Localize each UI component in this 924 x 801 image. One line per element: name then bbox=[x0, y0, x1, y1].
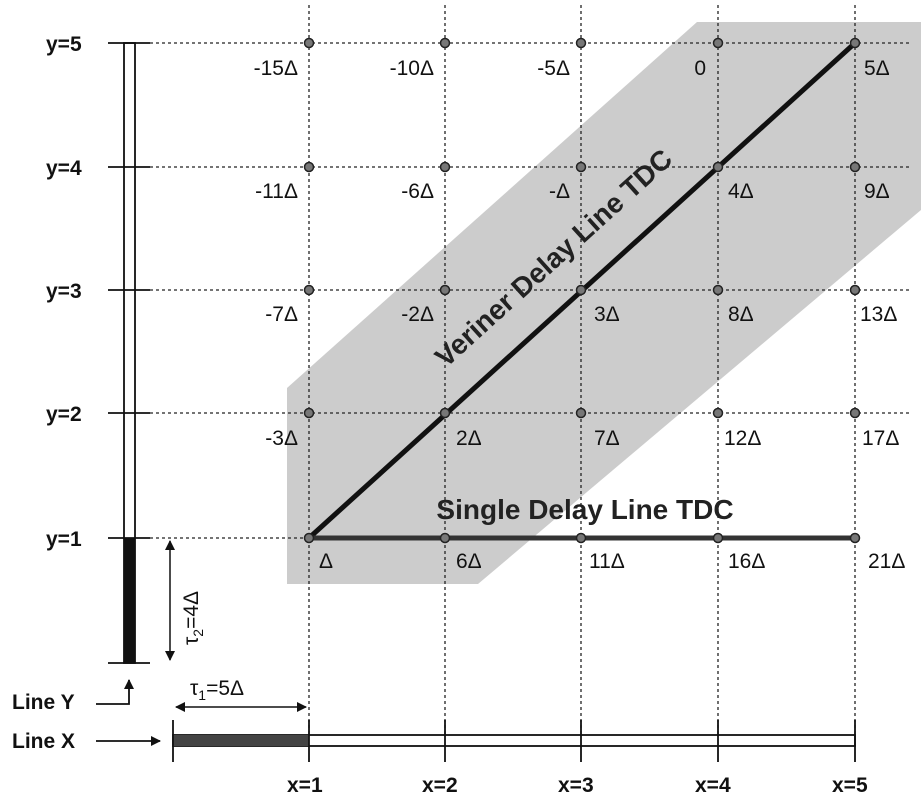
cell-x5-y2: 17Δ bbox=[862, 427, 899, 450]
node-x5-y2 bbox=[849, 407, 861, 419]
cell-x1-y3: -7Δ bbox=[265, 303, 298, 326]
x-label-1: x=1 bbox=[287, 774, 323, 797]
node-x3-y2 bbox=[575, 407, 587, 419]
x-label-2: x=2 bbox=[422, 774, 458, 797]
grid-nodes bbox=[303, 37, 861, 544]
line-x-filled-segment bbox=[173, 735, 309, 746]
node-x5-y3 bbox=[849, 284, 861, 296]
cell-x5-y3: 13Δ bbox=[860, 303, 897, 326]
y-label-3: y=3 bbox=[46, 280, 82, 303]
node-x3-y5 bbox=[575, 37, 587, 49]
node-x4-y5 bbox=[712, 37, 724, 49]
node-x1-y1 bbox=[303, 532, 315, 544]
cell-x1-y1: Δ bbox=[319, 550, 333, 573]
cell-x5-y1: 21Δ bbox=[868, 550, 905, 573]
tau2-annotation: τ2=4Δ bbox=[165, 540, 206, 661]
cell-x1-y5: -15Δ bbox=[254, 57, 298, 80]
cell-x3-y2: 7Δ bbox=[594, 427, 620, 450]
node-x4-y2 bbox=[712, 407, 724, 419]
y-label-5: y=5 bbox=[46, 33, 82, 56]
tau1-symbol: τ bbox=[190, 677, 199, 700]
node-x3-y1 bbox=[575, 532, 587, 544]
y-label-1: y=1 bbox=[46, 528, 82, 551]
node-x2-y1 bbox=[439, 532, 451, 544]
cell-x3-y1: 11Δ bbox=[589, 550, 625, 573]
tau2-value: =4Δ bbox=[180, 591, 203, 629]
y-label-2: y=2 bbox=[46, 403, 82, 426]
cell-values: -15Δ -10Δ -5Δ 0 5Δ -11Δ -6Δ -Δ 4Δ 9Δ -7Δ… bbox=[254, 57, 906, 573]
cell-x2-y5: -10Δ bbox=[390, 57, 434, 80]
line-y-arrow bbox=[96, 679, 134, 705]
line-y-bar bbox=[108, 42, 150, 664]
line-y-label: Line Y bbox=[12, 691, 75, 714]
tau2-symbol: τ bbox=[180, 636, 203, 645]
tau1-value: =5Δ bbox=[206, 677, 244, 700]
cell-x4-y4: 4Δ bbox=[728, 180, 754, 203]
line-y-annotation: Line Y bbox=[12, 679, 134, 714]
cell-x2-y1: 6Δ bbox=[456, 550, 482, 573]
node-x1-y2 bbox=[303, 407, 315, 419]
x-axis-labels: x=1 x=2 x=3 x=4 x=5 bbox=[287, 774, 868, 797]
cell-x1-y2: -3Δ bbox=[265, 427, 298, 450]
cell-x2-y4: -6Δ bbox=[401, 180, 434, 203]
x-label-4: x=4 bbox=[695, 774, 731, 797]
node-x1-y3 bbox=[303, 284, 315, 296]
cell-x3-y3: 3Δ bbox=[594, 303, 620, 326]
cell-x4-y2: 12Δ bbox=[724, 427, 761, 450]
cell-x3-y4: -Δ bbox=[549, 180, 570, 203]
tau2-label: τ2=4Δ bbox=[180, 591, 206, 645]
line-x-label: Line X bbox=[12, 730, 75, 753]
cell-x4-y3: 8Δ bbox=[728, 303, 754, 326]
tau1-annotation: τ1=5Δ bbox=[175, 677, 307, 712]
cell-x2-y2: 2Δ bbox=[456, 427, 482, 450]
line-x-annotation: Line X bbox=[12, 730, 161, 753]
x-label-5: x=5 bbox=[832, 774, 868, 797]
grid-lines bbox=[150, 5, 912, 737]
cell-x5-y4: 9Δ bbox=[864, 180, 890, 203]
cell-x4-y5: 0 bbox=[694, 57, 706, 80]
node-x3-y3 bbox=[575, 284, 587, 296]
node-x2-y3 bbox=[439, 284, 451, 296]
node-x2-y4 bbox=[439, 161, 451, 173]
node-x4-y3 bbox=[712, 284, 724, 296]
node-x3-y4 bbox=[575, 161, 587, 173]
single-tdc-label: Single Delay Line TDC bbox=[436, 494, 733, 525]
node-x5-y5 bbox=[849, 37, 861, 49]
node-x5-y1 bbox=[849, 532, 861, 544]
node-x1-y4 bbox=[303, 161, 315, 173]
cell-x5-y5: 5Δ bbox=[864, 57, 890, 80]
tau1-label: τ1=5Δ bbox=[190, 677, 244, 703]
node-x5-y4 bbox=[849, 161, 861, 173]
y-axis-labels: y=5 y=4 y=3 y=2 y=1 bbox=[46, 33, 82, 551]
node-x4-y4 bbox=[712, 161, 724, 173]
cell-x4-y1: 16Δ bbox=[728, 550, 765, 573]
x-label-3: x=3 bbox=[558, 774, 594, 797]
node-x2-y5 bbox=[439, 37, 451, 49]
y-label-4: y=4 bbox=[46, 157, 82, 180]
cell-x1-y4: -11Δ bbox=[255, 180, 298, 203]
tau2-subscript: 2 bbox=[190, 629, 206, 637]
cell-x2-y3: -2Δ bbox=[401, 303, 434, 326]
tau1-subscript: 1 bbox=[198, 687, 206, 703]
line-y-filled-segment bbox=[124, 538, 135, 663]
node-x1-y5 bbox=[303, 37, 315, 49]
cell-x3-y5: -5Δ bbox=[537, 57, 570, 80]
line-x-bar bbox=[172, 720, 856, 762]
node-x4-y1 bbox=[712, 532, 724, 544]
node-x2-y2 bbox=[439, 407, 451, 419]
